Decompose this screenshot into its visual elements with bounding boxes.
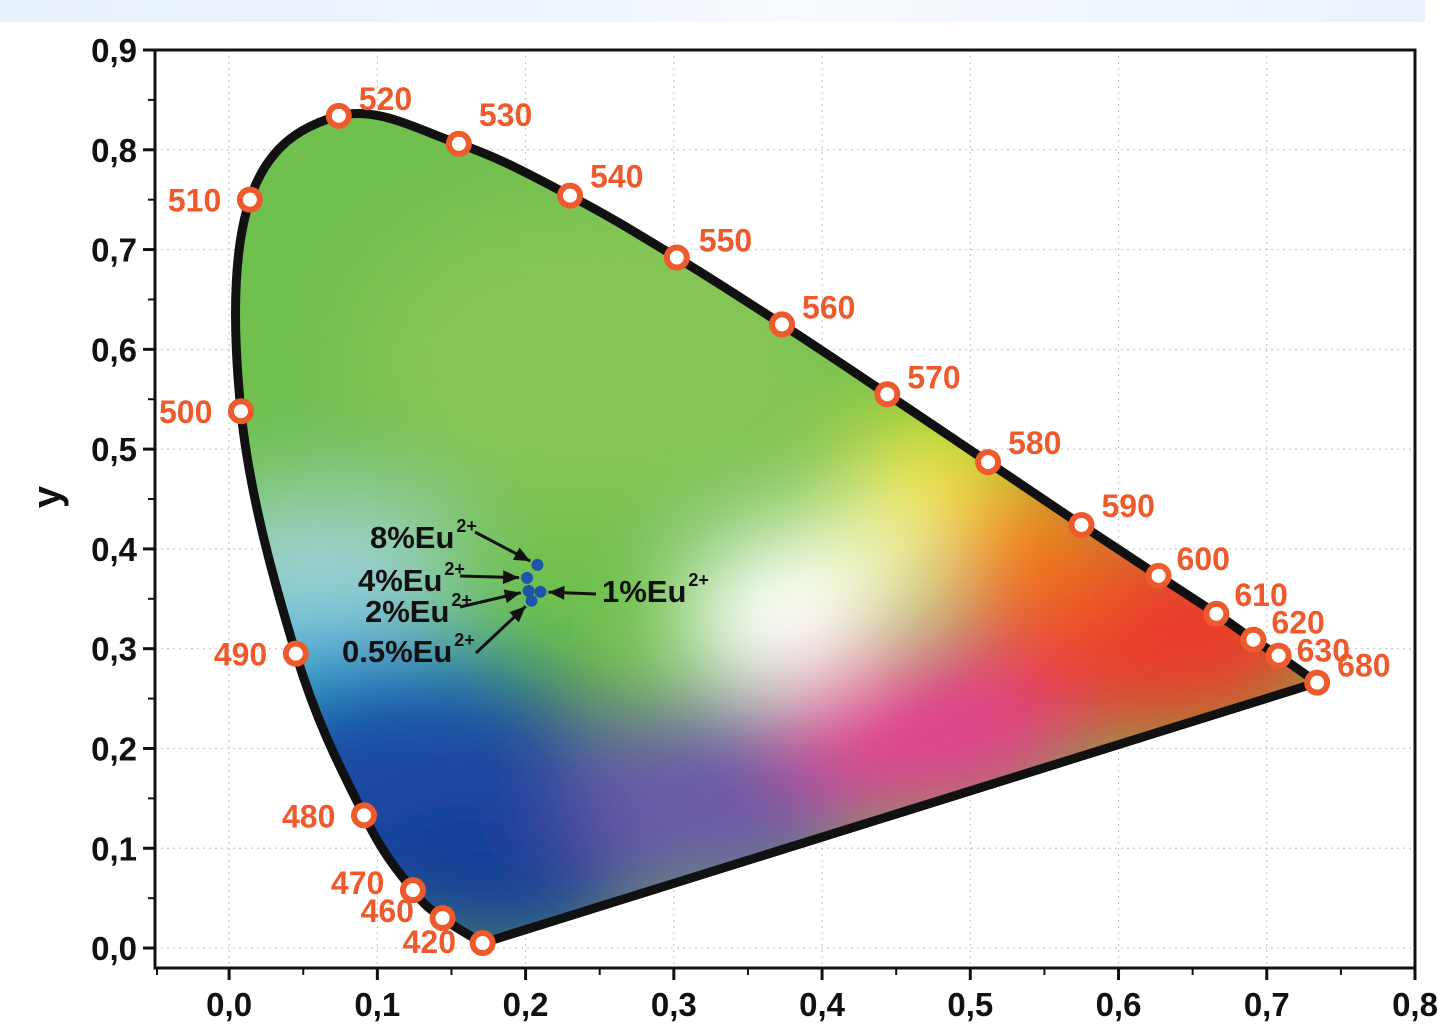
sample-point	[522, 584, 535, 597]
sample-label: 0.5%Eu	[342, 634, 452, 669]
sample-label: 1%Eu	[602, 574, 686, 609]
wavelength-marker	[445, 130, 472, 157]
x-tick-label: 0,6	[1096, 986, 1142, 1023]
wavelength-marker	[1265, 642, 1292, 669]
sample-arrow-head	[509, 606, 526, 623]
y-tick-label: 0,4	[91, 531, 138, 568]
wavelength-label: 550	[699, 223, 752, 259]
wavelength-label: 540	[590, 159, 643, 195]
wavelength-marker	[663, 244, 690, 271]
wavelength-marker	[1203, 600, 1230, 627]
y-tick-label: 0,1	[91, 830, 137, 867]
wavelength-label: 620	[1271, 605, 1324, 641]
wavelength-marker	[236, 186, 263, 213]
sample-label-superscript: 2+	[456, 516, 477, 536]
sample-arrow-head	[548, 585, 565, 600]
sample-label-superscript: 2+	[444, 559, 465, 579]
wavelength-marker	[399, 877, 426, 904]
sample-arrow-head	[502, 570, 520, 585]
y-tick-label: 0,2	[91, 730, 137, 767]
sample-arrow-head	[503, 589, 521, 604]
wavelength-marker	[351, 802, 378, 829]
wavelength-label: 530	[479, 97, 532, 133]
wavelength-label: 580	[1008, 425, 1061, 461]
x-tick-label: 0,8	[1392, 986, 1438, 1023]
y-tick-label: 0,3	[91, 631, 137, 668]
wavelength-marker	[769, 311, 796, 338]
sample-arrows: 8%Eu 2+4%Eu 2+2%Eu 2+ 1%Eu 2+0.5%Eu 2+	[342, 516, 709, 669]
sample-point	[521, 571, 534, 584]
top-band	[0, 0, 1425, 22]
x-tick-label: 0,3	[651, 986, 697, 1023]
sample-point	[534, 585, 547, 598]
wavelength-label: 490	[214, 637, 267, 673]
sample-label-superscript: 2+	[688, 570, 709, 590]
wavelength-label: 510	[168, 183, 221, 219]
wavelength-marker	[1304, 669, 1331, 696]
sample-label-superscript: 2+	[454, 630, 475, 650]
wavelength-label: 500	[159, 394, 212, 430]
wavelength-label: 560	[802, 289, 855, 325]
wavelength-marker	[227, 398, 254, 425]
y-tick-label: 0,8	[91, 132, 137, 169]
y-tick-label: 0,0	[91, 930, 137, 967]
sample-label: 8%Eu	[370, 520, 454, 555]
wavelength-label: 570	[907, 359, 960, 395]
wavelength-label: 630	[1297, 633, 1350, 669]
y-tick-label: 0,9	[91, 32, 137, 69]
wavelength-marker	[975, 449, 1002, 476]
wavelength-label: 590	[1101, 488, 1154, 524]
wavelength-marker	[469, 930, 496, 957]
x-tick-label: 0,2	[503, 986, 549, 1023]
y-tick-label: 0,5	[91, 431, 137, 468]
sample-point	[531, 558, 544, 571]
x-tick-label: 0,7	[1244, 986, 1290, 1023]
wavelength-marker	[325, 102, 352, 129]
y-tick-label: 0,7	[91, 232, 137, 269]
wavelength-marker	[429, 905, 456, 932]
wavelength-marker	[1240, 626, 1267, 653]
y-tick-label: 0,6	[91, 331, 137, 368]
wavelength-marker	[557, 182, 584, 209]
wavelength-label: 470	[331, 865, 384, 901]
y-axis-title: y	[25, 485, 69, 509]
sample-label: 4%Eu	[358, 563, 442, 598]
sample-points	[521, 558, 547, 607]
wavelength-label: 600	[1177, 541, 1230, 577]
x-tick-label: 0,4	[799, 986, 846, 1023]
wavelength-label: 610	[1234, 577, 1287, 613]
axes: 0,0 0,1 0,2 0,3 0,4 0,5 0,6 0,7 0,8 0,0 0,1 0,2 0,3 0…	[91, 32, 1438, 1023]
sample-label-superscript: 2+	[451, 590, 472, 610]
wavelength-marker	[1068, 511, 1095, 538]
x-tick-label: 0,1	[354, 986, 400, 1023]
plot-frame	[153, 48, 1417, 970]
wavelength-marker	[874, 381, 901, 408]
sample-point	[525, 594, 538, 607]
wavelength-marker	[1145, 562, 1172, 589]
wavelength-label: 480	[282, 798, 335, 834]
wavelength-label: 680	[1337, 648, 1390, 684]
sample-arrow-head	[512, 547, 531, 562]
x-tick-label: 0,0	[206, 986, 252, 1023]
sample-label: 2%Eu	[365, 594, 449, 629]
x-tick-label: 0,5	[947, 986, 993, 1023]
wavelength-label: 520	[359, 81, 412, 117]
wavelength-marker	[282, 640, 309, 667]
